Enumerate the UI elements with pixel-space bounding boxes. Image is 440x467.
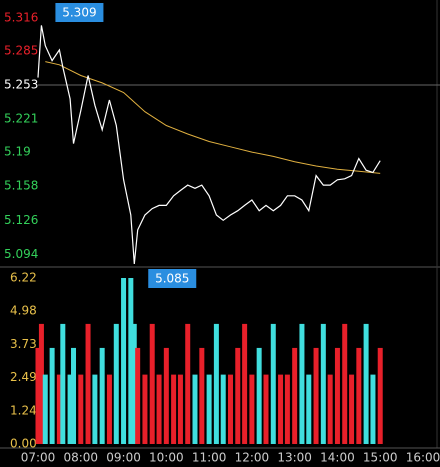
y-tick-label: 5.19 [4, 145, 31, 159]
volume-bar [206, 374, 212, 444]
volume-bar [228, 374, 233, 444]
volume-bar [263, 374, 269, 444]
x-tick-label: 12:00 [235, 451, 270, 465]
volume-bar [242, 323, 248, 444]
volume-bar [38, 323, 44, 444]
volume-bar [60, 323, 66, 444]
x-tick-label: 08:00 [63, 451, 98, 465]
volume-bar [131, 323, 137, 444]
volume-bar [67, 374, 73, 444]
volume-bar [42, 374, 48, 444]
volume-bar [349, 374, 355, 444]
y-tick-label: 5.158 [4, 179, 38, 193]
x-tick-label: 15:00 [363, 451, 398, 465]
volume-bar [156, 374, 162, 444]
volume-bar [278, 374, 284, 444]
volume-bar [49, 347, 55, 444]
x-tick-label: 07:00 [21, 451, 56, 465]
volume-bar [292, 347, 298, 444]
volume-bar [192, 374, 198, 444]
volume-bar [356, 347, 362, 444]
volume-bar [35, 347, 41, 444]
extreme-label: 5.085 [155, 272, 189, 286]
y2-tick-label: 6.22 [10, 271, 37, 285]
volume-bar [78, 374, 84, 444]
y-tick-label: 5.126 [4, 213, 38, 227]
volume-bar [128, 278, 134, 444]
y2-tick-label: 4.98 [10, 304, 37, 318]
volume-bar [92, 374, 98, 444]
x-tick-label: 13:00 [277, 451, 312, 465]
volume-bar [327, 374, 333, 444]
volume-bar [121, 278, 127, 444]
volume-bar [284, 374, 290, 444]
x-tick-label: 09:00 [106, 451, 141, 465]
x-tick-label: 14:00 [320, 451, 355, 465]
volume-bar [370, 374, 376, 444]
volume-bar [313, 347, 319, 444]
volume-bar [220, 374, 226, 444]
volume-bar [235, 347, 241, 444]
average-line [45, 61, 381, 174]
volume-bar [85, 323, 91, 444]
y-tick-label: 5.253 [4, 78, 38, 92]
volume-bar [199, 347, 205, 444]
y-tick-label: 5.221 [4, 112, 38, 126]
volume-bar [185, 323, 191, 444]
volume-bar [113, 323, 119, 444]
x-tick-label: 16:00 [406, 451, 440, 465]
volume-bar [56, 374, 62, 444]
y-tick-label: 5.094 [4, 247, 38, 261]
y2-tick-label: 1.24 [10, 403, 37, 417]
y2-tick-label: 0.00 [10, 437, 37, 451]
price-line [37, 25, 381, 264]
volume-bar [299, 323, 305, 444]
volume-bar [163, 347, 169, 444]
volume-bar [256, 347, 262, 444]
extreme-label-box [148, 269, 197, 288]
y2-tick-label: 3.73 [10, 337, 37, 351]
volume-bar [213, 323, 219, 444]
volume-bar [106, 374, 112, 444]
x-tick-label: 11:00 [192, 451, 227, 465]
volume-bar [363, 323, 369, 444]
volume-bar [135, 347, 141, 444]
volume-bar [149, 323, 155, 444]
volume-bar [249, 374, 255, 444]
volume-bar [177, 374, 183, 444]
y-tick-label: 5.316 [4, 10, 38, 24]
y2-tick-label: 2.49 [10, 370, 37, 384]
volume-bar [342, 323, 348, 444]
volume-bar [142, 374, 148, 444]
y-tick-label: 5.285 [4, 43, 38, 57]
volume-bar [334, 347, 340, 444]
volume-bar [306, 374, 312, 444]
volume-bar [270, 323, 276, 444]
extreme-label: 5.309 [62, 6, 96, 20]
volume-bar [99, 347, 105, 444]
volume-bar [377, 347, 383, 444]
volume-bar [320, 323, 326, 444]
volume-bar [171, 374, 177, 444]
volume-bar [71, 347, 77, 444]
x-tick-label: 10:00 [149, 451, 184, 465]
extreme-label-box [55, 3, 104, 22]
